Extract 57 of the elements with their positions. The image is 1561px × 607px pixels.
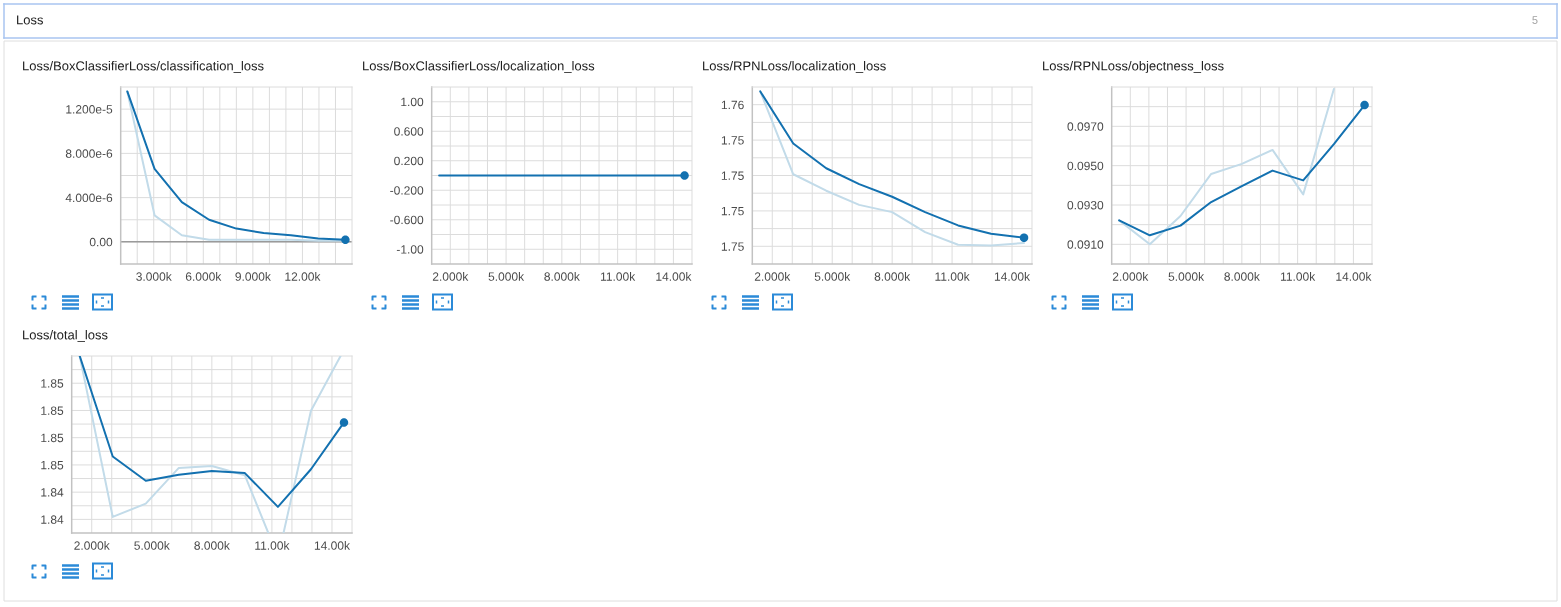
- x-tick-label: 8.000k: [874, 272, 911, 281]
- x-tick-label: 9.000k: [235, 272, 271, 281]
- x-tick-label: 14.00k: [656, 272, 692, 281]
- x-tick-label: 8.000k: [194, 541, 230, 550]
- y-tick-label: 1.84: [41, 488, 64, 497]
- x-tick-label: 12.00k: [285, 272, 321, 281]
- y-tick-label: 0.0930: [1067, 200, 1104, 210]
- y-tick-label: 1.85: [41, 406, 64, 415]
- y-tick-label: 1.85: [41, 460, 64, 470]
- chart-title: Loss/total_loss: [23, 329, 108, 342]
- x-tick-label: 11.00k: [600, 272, 636, 281]
- x-tick-label: 14.00k: [1336, 272, 1372, 281]
- x-tick-label: 2.000k: [754, 272, 791, 281]
- text: Loss: [17, 15, 43, 25]
- x-tick-label: 8.000k: [544, 272, 580, 281]
- y-tick-label: 0.600: [394, 127, 424, 136]
- y-tick-label: 0.0950: [1067, 161, 1104, 171]
- line-series: [1118, 87, 1335, 246]
- y-tick-label: 1.200e-5: [66, 105, 113, 114]
- y-tick-label: 1.75: [721, 242, 744, 251]
- x-tick-label: 2.000k: [74, 541, 110, 550]
- y-tick-label: 0.0970: [1067, 122, 1104, 131]
- text: 5: [1532, 16, 1538, 24]
- y-tick-label: -0.200: [390, 186, 424, 195]
- y-tick-label: 1.85: [41, 433, 64, 443]
- x-tick-label: 2.000k: [432, 272, 469, 281]
- y-tick-label: 0.00: [89, 237, 113, 247]
- y-tick-label: -0.600: [390, 215, 424, 225]
- x-tick-label: 5.000k: [488, 272, 525, 281]
- x-tick-label: 11.00k: [935, 272, 970, 281]
- y-tick-label: 1.85: [41, 379, 64, 388]
- x-tick-label: 3.000k: [136, 272, 172, 281]
- x-tick-label: 2.000k: [1112, 272, 1149, 281]
- chart-title: Loss/RPNLoss/objectness_loss: [1043, 60, 1224, 74]
- x-tick-label: 5.000k: [814, 272, 851, 281]
- x-tick-label: 5.000k: [134, 541, 170, 550]
- y-tick-label: 1.00: [401, 97, 424, 107]
- y-tick-label: 1.76: [721, 100, 744, 110]
- y-tick-label: 0.0910: [1067, 240, 1104, 249]
- y-tick-label: 1.75: [721, 206, 744, 216]
- x-tick-label: 14.00k: [314, 541, 351, 550]
- x-tick-label: 6.000k: [185, 272, 222, 281]
- x-tick-label: 11.00k: [1280, 272, 1316, 281]
- x-tick-label: 14.00k: [994, 272, 1031, 281]
- y-tick-label: 0.200: [394, 156, 424, 166]
- y-tick-label: 1.75: [721, 171, 744, 180]
- y-tick-label: 4.000e-6: [65, 193, 113, 203]
- y-tick-label: 8.000e-6: [65, 149, 113, 158]
- x-tick-label: 5.000k: [1168, 272, 1205, 281]
- y-tick-label: 1.75: [721, 136, 744, 145]
- y-tick-label: -1.00: [396, 245, 424, 254]
- x-tick-label: 11.00k: [255, 541, 290, 550]
- chart-title: Loss/BoxClassifierLoss/localization_loss: [363, 60, 595, 73]
- chart-title: Loss/RPNLoss/localization_loss: [703, 60, 886, 73]
- y-tick-label: 1.84: [41, 515, 64, 524]
- chart-title: Loss/BoxClassifierLoss/classification_loss: [23, 60, 264, 73]
- x-tick-label: 8.000k: [1224, 272, 1260, 281]
